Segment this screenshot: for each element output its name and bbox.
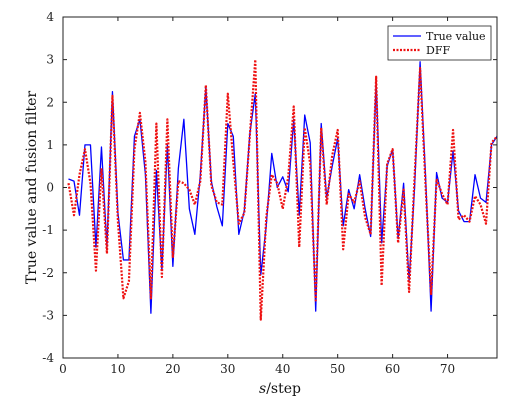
- x-tick-label: 20: [165, 362, 180, 376]
- x-tick-label: 0: [59, 362, 67, 376]
- x-tick-label: 40: [275, 362, 290, 376]
- y-tick-label: 2: [46, 95, 54, 109]
- axes-frame: [62, 16, 498, 359]
- x-tick-label: 70: [440, 362, 455, 376]
- y-tick-label: 3: [46, 53, 54, 67]
- x-axis-title-italic: s: [259, 381, 266, 397]
- y-tick-label: 0: [46, 181, 54, 195]
- x-tick-label: 30: [220, 362, 235, 376]
- y-tick-label: -4: [42, 351, 54, 365]
- y-axis-title: True value and fusion filter: [24, 91, 40, 285]
- y-tick-label: -1: [42, 223, 54, 237]
- x-tick-label: 10: [110, 362, 125, 376]
- y-tick-label: 1: [46, 138, 54, 152]
- series-layer: [67, 58, 498, 321]
- x-axis-title: s/step: [259, 381, 301, 397]
- axis-ticks: 0 10 20 30 40 50 60 70 -4 -3 -2 -1 0 1 2 3 4: [42, 10, 497, 376]
- y-tick-label: 4: [46, 10, 54, 24]
- x-axis-title-rest: /step: [266, 381, 301, 397]
- x-tick-label: 50: [330, 362, 345, 376]
- legend-label-dff: DFF: [426, 44, 450, 57]
- y-tick-label: -3: [42, 308, 54, 322]
- legend: True value DFF: [387, 25, 492, 61]
- x-tick-label: 60: [385, 362, 400, 376]
- y-tick-label: -2: [42, 266, 54, 280]
- legend-box: [387, 25, 492, 61]
- legend-label-true-value: True value: [426, 30, 486, 43]
- series-line-dff: [67, 58, 498, 321]
